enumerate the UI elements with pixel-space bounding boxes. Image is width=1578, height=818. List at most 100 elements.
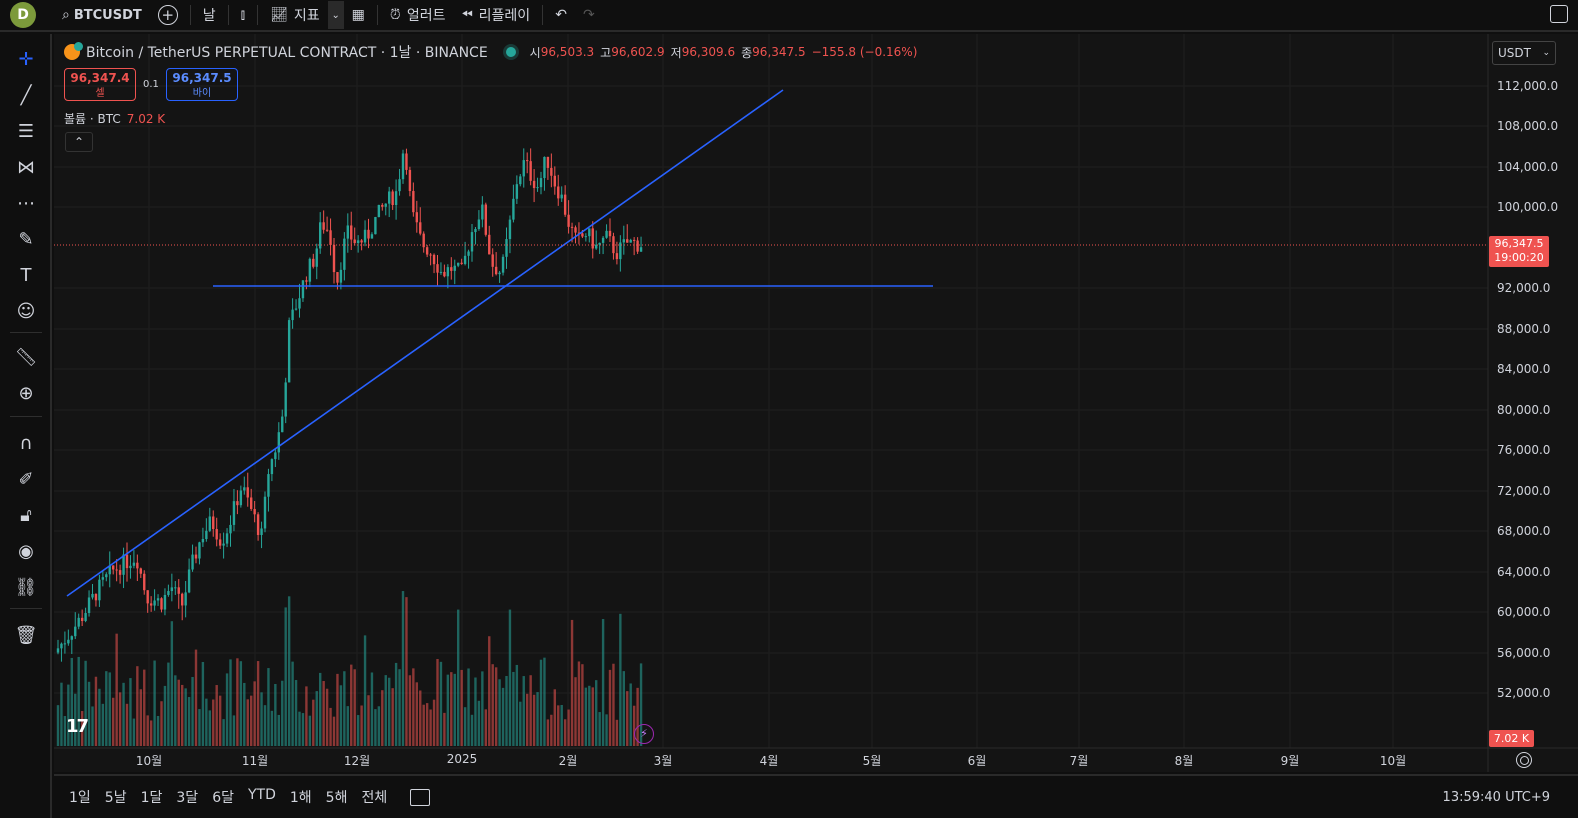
indicators-label: 지표 <box>293 8 320 24</box>
layouts-button[interactable]: ▦ <box>344 0 373 31</box>
volume-bar <box>191 677 194 746</box>
candle-body <box>205 530 208 540</box>
volume-bar <box>415 682 418 746</box>
volume-bar <box>463 707 467 746</box>
volume-bar <box>112 697 115 746</box>
range-button[interactable]: 5해 <box>325 790 348 806</box>
range-button[interactable]: 5날 <box>104 790 127 806</box>
high-key: 고 <box>600 45 612 60</box>
candle-body <box>80 617 84 621</box>
brush-icon[interactable]: ✎ <box>18 228 34 250</box>
user-avatar[interactable]: D <box>10 2 36 28</box>
candle-body <box>149 603 153 606</box>
series-title[interactable]: Bitcoin / TetherUS PERPETUAL CONTRACT · … <box>86 45 488 61</box>
candle-body <box>381 204 384 207</box>
lightning-icon[interactable]: ⚡︎ <box>634 724 654 744</box>
volume-bar <box>408 675 412 746</box>
volume-tag: 7.02 K <box>1489 730 1534 747</box>
rewind-icon: ⏪︎ <box>461 7 473 23</box>
volume-bar <box>260 692 263 746</box>
fib-icon[interactable]: ☰ <box>17 120 35 142</box>
replay-button[interactable]: ⏪︎ 리플레이 <box>453 0 538 31</box>
volume-bar <box>350 664 353 746</box>
ruler-icon[interactable]: 📏︎ <box>14 346 38 368</box>
indicators-button[interactable]: 📈︎ 지표 <box>262 0 328 31</box>
volume-bar <box>405 597 408 746</box>
trash-icon[interactable]: 🗑︎ <box>14 624 38 646</box>
currency-selector[interactable]: USDT ⌄ <box>1492 41 1556 65</box>
volume-bar <box>394 662 398 746</box>
candlestick-chart[interactable] <box>54 34 1578 772</box>
candle-body <box>557 186 560 199</box>
candle-body <box>270 459 274 475</box>
high-value: 96,602.9 <box>611 45 665 59</box>
volume-bar <box>125 703 129 746</box>
candle-body <box>194 554 198 559</box>
range-button[interactable]: 1일 <box>69 790 91 806</box>
grid-icon: ▦ <box>351 7 365 23</box>
calendar-icon[interactable] <box>410 788 431 806</box>
volume-bar <box>508 609 512 746</box>
range-button[interactable]: YTD <box>247 787 276 803</box>
emoji-icon[interactable]: ☺ <box>16 300 36 322</box>
tradingview-logo[interactable]: 17 <box>66 716 89 737</box>
buy-button[interactable]: 96,347.5 바이 <box>166 68 238 101</box>
candle-body <box>139 568 142 574</box>
volume-bar <box>622 671 625 746</box>
pattern-icon[interactable]: ⋈ <box>17 156 35 178</box>
link-icon[interactable]: ⛓︎ <box>14 576 38 598</box>
open-key: 시 <box>529 45 541 60</box>
candle-body <box>388 191 391 204</box>
clock[interactable]: 13:59:40 UTC+9 <box>1442 789 1550 805</box>
lock-icon[interactable]: 🔓︎ <box>20 504 32 526</box>
sell-button[interactable]: 96,347.4 셀 <box>64 68 136 101</box>
volume-bar <box>60 682 63 746</box>
redo-button[interactable]: ↷ <box>575 0 603 31</box>
crosshair-icon[interactable]: ✛ <box>18 48 34 70</box>
forecast-icon[interactable]: ⋯ <box>17 192 35 214</box>
collapse-legend-button[interactable]: ⌃ <box>65 132 93 152</box>
text-icon[interactable]: T <box>20 264 32 286</box>
candle-body <box>501 256 505 273</box>
range-button[interactable]: 1해 <box>289 790 312 806</box>
divider <box>257 5 259 25</box>
magnet-icon[interactable]: ∩ <box>19 432 33 454</box>
volume-bar <box>450 672 453 746</box>
price-axis-label: 104,000.0 <box>1497 160 1559 174</box>
zoom-in-icon[interactable]: ⊕ <box>18 382 34 404</box>
volume-bar <box>84 660 87 746</box>
volume-legend[interactable]: 볼륨 · BTC 7.02 K <box>64 110 165 127</box>
volume-bar <box>425 703 429 746</box>
volume-bar <box>132 718 136 746</box>
chevron-down-icon[interactable]: ⌄ <box>327 1 344 29</box>
trendline-icon[interactable]: ╱ <box>20 84 32 106</box>
chart-pane[interactable] <box>54 34 1578 772</box>
eye-icon[interactable]: ◉ <box>18 540 34 562</box>
interval-button[interactable]: 날 <box>202 8 216 24</box>
compare-button[interactable]: + <box>150 0 186 31</box>
volume-bar <box>557 705 560 746</box>
range-button[interactable]: 1달 <box>140 790 163 806</box>
alert-button[interactable]: ⏰︎ 얼러트 <box>382 0 454 31</box>
volume-bar <box>246 699 249 746</box>
gear-icon[interactable] <box>1516 752 1532 768</box>
volume-bar <box>608 669 612 746</box>
range-button[interactable]: 6달 <box>212 790 234 806</box>
volume-bar <box>284 607 287 746</box>
range-button[interactable]: 전체 <box>361 790 388 806</box>
lock-draw-icon[interactable]: ✐ <box>18 468 34 490</box>
volume-bar <box>222 719 225 746</box>
candle-body <box>329 230 332 245</box>
fullscreen-icon[interactable] <box>1550 5 1568 23</box>
price-axis-label: 112,000.0 <box>1497 79 1559 93</box>
range-button[interactable]: 3달 <box>176 790 199 806</box>
currency-label: USDT <box>1498 46 1531 60</box>
chart-type-button[interactable]: ⫾ <box>233 0 253 31</box>
volume-bar <box>615 719 619 746</box>
candle-body <box>346 225 349 239</box>
volume-bar <box>370 672 374 746</box>
volume-bar <box>118 692 122 746</box>
candle-body <box>343 238 346 270</box>
undo-button[interactable]: ↶ <box>547 0 575 31</box>
symbol-search[interactable]: ⌕ BTCUSDT <box>54 0 150 31</box>
